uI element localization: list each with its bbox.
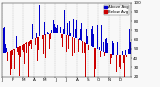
Bar (67, 23, 68, 35)
Bar (122, 51, 123, 55)
Bar (124, 55, 125, 78)
Bar (57, 25, 58, 33)
Bar (25, 43, 26, 44)
Bar (111, 54, 112, 58)
Bar (119, 55, 120, 67)
Bar (35, 38, 36, 45)
Bar (52, 30, 53, 33)
Bar (76, 20, 77, 38)
Bar (3, 28, 4, 53)
Bar (24, 44, 25, 64)
Bar (97, 25, 98, 49)
Bar (103, 42, 104, 52)
Bar (49, 34, 50, 49)
Bar (106, 38, 107, 53)
Bar (47, 32, 48, 34)
Bar (125, 50, 126, 55)
Bar (27, 17, 28, 42)
Bar (89, 16, 90, 45)
Bar (101, 25, 102, 51)
Bar (94, 48, 95, 86)
Bar (59, 14, 60, 33)
Bar (73, 19, 74, 37)
Bar (10, 51, 11, 74)
Bar (118, 55, 119, 56)
Bar (33, 30, 34, 39)
Bar (91, 29, 92, 46)
Bar (64, 10, 65, 34)
Bar (112, 41, 113, 55)
Bar (8, 52, 9, 67)
Bar (79, 38, 80, 40)
Bar (78, 39, 79, 52)
Bar (26, 42, 27, 53)
Bar (17, 47, 18, 52)
Bar (105, 39, 106, 53)
Bar (31, 40, 32, 49)
Bar (42, 35, 43, 39)
Bar (45, 34, 46, 58)
Bar (40, 36, 41, 37)
Bar (96, 49, 97, 56)
Bar (6, 48, 7, 52)
Bar (127, 55, 128, 71)
Bar (50, 33, 51, 39)
Legend: Above Avg, Below Avg: Above Avg, Below Avg (104, 5, 129, 15)
Bar (56, 28, 57, 33)
Bar (38, 37, 39, 50)
Bar (37, 37, 38, 61)
Bar (86, 29, 87, 44)
Bar (71, 36, 72, 51)
Bar (93, 34, 94, 47)
Bar (43, 35, 44, 54)
Bar (55, 27, 56, 33)
Bar (48, 33, 49, 34)
Bar (88, 45, 89, 50)
Bar (82, 41, 83, 53)
Bar (90, 46, 91, 67)
Bar (32, 24, 33, 39)
Bar (11, 50, 12, 70)
Bar (83, 42, 84, 54)
Bar (62, 34, 63, 47)
Bar (75, 29, 76, 38)
Bar (34, 22, 35, 39)
Bar (36, 33, 37, 38)
Bar (130, 42, 131, 54)
Bar (108, 41, 109, 54)
Bar (15, 48, 16, 81)
Bar (61, 34, 62, 38)
Bar (18, 47, 19, 55)
Bar (85, 43, 86, 77)
Bar (87, 36, 88, 44)
Bar (22, 45, 23, 50)
Bar (99, 47, 100, 50)
Bar (44, 21, 45, 35)
Bar (81, 23, 82, 41)
Bar (66, 35, 67, 52)
Bar (54, 24, 55, 33)
Bar (69, 21, 70, 36)
Bar (120, 55, 121, 69)
Bar (80, 29, 81, 40)
Bar (13, 49, 14, 50)
Bar (129, 29, 130, 54)
Bar (29, 41, 30, 46)
Bar (30, 40, 31, 44)
Bar (100, 51, 101, 57)
Bar (92, 26, 93, 47)
Bar (23, 44, 24, 52)
Bar (115, 45, 116, 55)
Bar (68, 35, 69, 49)
Bar (12, 50, 13, 55)
Bar (123, 55, 124, 63)
Bar (113, 43, 114, 55)
Bar (110, 54, 111, 64)
Bar (19, 46, 20, 76)
Bar (104, 52, 105, 56)
Bar (74, 37, 75, 53)
Bar (5, 44, 6, 53)
Bar (20, 46, 21, 57)
Bar (117, 42, 118, 55)
